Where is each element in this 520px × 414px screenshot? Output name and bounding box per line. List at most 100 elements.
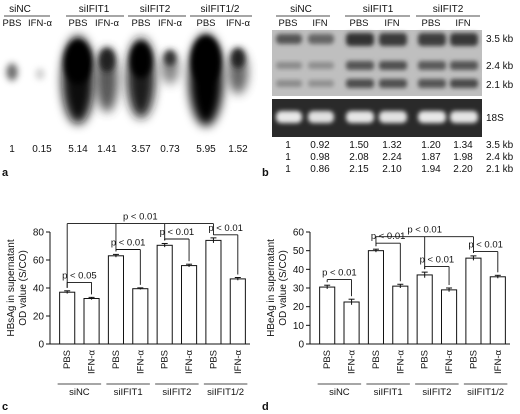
quant-value: 0.15 xyxy=(32,144,52,155)
significance-label: p < 0.01 xyxy=(407,225,442,236)
panel-a-quant-values: 1 0.15 5.14 1.41 3.57 0.73 5.95 1.52 xyxy=(9,144,248,155)
lane-label: PBS xyxy=(349,18,368,29)
x-tick-label: IFN-α xyxy=(444,350,455,374)
quant-value: 1.20 xyxy=(421,140,441,151)
group-label-siifit12: siIFIT1/2 xyxy=(201,4,240,15)
bar xyxy=(205,239,222,345)
x-tick-label: IFN-α xyxy=(87,350,98,374)
quant-value: 1.41 xyxy=(97,144,117,155)
bar xyxy=(83,298,100,345)
x-tick-label: PBS xyxy=(160,350,171,369)
quant-value: 3.57 xyxy=(131,144,151,155)
panel-b-group-labels: siNC siIFIT1 siIFIT2 xyxy=(276,4,480,17)
quant-value: 5.95 xyxy=(196,144,216,155)
x-tick-label: IFN-α xyxy=(395,350,406,374)
quant-value: 0.73 xyxy=(160,144,180,155)
bar xyxy=(229,278,246,345)
x-tick-label: PBS xyxy=(62,350,73,369)
quant-value: 1.52 xyxy=(228,144,248,155)
y-tick-label: 60 xyxy=(33,256,45,267)
y-tick-label: 30 xyxy=(293,284,305,295)
x-tick-label: PBS xyxy=(322,350,333,369)
quant-unit: 2.1 kb xyxy=(486,164,514,175)
lane-label: PBS xyxy=(131,18,150,29)
y-tick-label: 0 xyxy=(298,340,304,351)
quant-value: 2.10 xyxy=(382,164,402,175)
y-tick-label: 80 xyxy=(33,228,45,239)
significance-label: p < 0.01 xyxy=(208,223,243,234)
y-axis-title: OD value (S/CO) xyxy=(18,250,29,326)
lane-label: PBS xyxy=(196,18,215,29)
group-label-sinc: siNC xyxy=(290,4,312,15)
quant-value: 2.15 xyxy=(349,164,369,175)
group-label-siifit2: siIFIT2 xyxy=(140,4,171,15)
lane-label: PBS xyxy=(421,18,440,29)
quant-value: 2.20 xyxy=(453,164,473,175)
quant-value: 1 xyxy=(9,144,15,155)
chart-panel-c: 0 20 40 60 80 HBsAg in supernatant OD value (S… xyxy=(6,212,250,398)
bar xyxy=(181,265,198,345)
y-tick-label: 40 xyxy=(293,265,305,276)
group-label-siifit1: siIFIT1 xyxy=(79,4,110,15)
y-axis-title: HBsAg in supernatant xyxy=(6,239,17,337)
panel-a-group-labels: siNC siIFIT1 siIFIT2 siIFIT1/2 xyxy=(4,4,252,17)
significance-label: p < 0.01 xyxy=(160,227,195,238)
y-tick-label: 20 xyxy=(33,312,45,323)
x-tick-label: PBS xyxy=(208,350,219,369)
panel-b: siNC siIFIT1 siIFIT2 PBS IFN PBS IFN PBS… xyxy=(262,4,514,179)
y-tick-label: 0 xyxy=(38,340,44,351)
group-label: siIFIT2 xyxy=(422,387,451,398)
x-tick-label: IFN-α xyxy=(493,350,504,374)
lane-label: IFN-α xyxy=(28,18,52,29)
x-tick-label: IFN-α xyxy=(233,350,244,374)
panel-a: siNC siIFIT1 siIFIT2 siIFIT1/2 PBS IFN-α… xyxy=(0,4,258,179)
lane-label: IFN xyxy=(384,18,399,29)
quant-value: 1.94 xyxy=(421,164,441,175)
significance-label: p < 0.01 xyxy=(322,268,357,279)
y-axis-title: OD value (S/CO) xyxy=(278,250,289,326)
group-label-siifit1: siIFIT1 xyxy=(363,4,394,15)
x-tick-label: PBS xyxy=(420,350,431,369)
quant-value: 1 xyxy=(285,164,291,175)
panel-b-quant-table: 1 0.92 1.50 1.32 1.20 1.34 3.5 kb 1 0.98… xyxy=(285,140,513,175)
lane-label: IFN-α xyxy=(226,18,250,29)
quant-value: 1.50 xyxy=(349,140,369,151)
bar xyxy=(465,257,482,345)
group-label-sinc: siNC xyxy=(9,4,31,15)
group-label: siNC xyxy=(329,387,350,398)
lane-label: IFN-α xyxy=(158,18,182,29)
lane-label: PBS xyxy=(278,18,297,29)
bar xyxy=(367,250,384,345)
loading-label-18s: 18S xyxy=(486,113,504,124)
quant-value: 1.32 xyxy=(382,140,402,151)
quant-value: 1.34 xyxy=(453,140,473,151)
quant-value: 1 xyxy=(285,140,291,151)
band-label-2-1kb: 2.1 kb xyxy=(486,80,514,91)
group-label: siIFIT1 xyxy=(374,387,403,398)
panel-b-18s-image xyxy=(272,99,482,137)
quant-unit: 3.5 kb xyxy=(486,140,514,151)
significance-label: p < 0.05 xyxy=(62,270,97,281)
panel-b-lane-labels: PBS IFN PBS IFN PBS IFN xyxy=(278,18,470,29)
quant-value: 1.87 xyxy=(421,152,441,163)
lane-label: PBS xyxy=(68,18,87,29)
quant-value: 0.86 xyxy=(310,164,330,175)
group-label-siifit2: siIFIT2 xyxy=(433,4,464,15)
y-tick-label: 60 xyxy=(293,228,305,239)
lane-label: IFN xyxy=(312,18,327,29)
panel-a-blot-image xyxy=(0,30,258,138)
band-label-3-5kb: 3.5 kb xyxy=(486,34,514,45)
significance-label: p < 0.01 xyxy=(468,240,503,251)
quant-value: 1 xyxy=(285,152,291,163)
quant-unit: 2.4 kb xyxy=(486,152,514,163)
quant-value: 1.98 xyxy=(453,152,473,163)
chart-panel-d: 0 10 20 30 40 50 60 HBeAg in supernatant OD valu… xyxy=(266,225,510,398)
panel-label-a: a xyxy=(2,167,9,179)
y-tick-label: 20 xyxy=(293,302,305,313)
quant-value: 0.92 xyxy=(310,140,330,151)
bar xyxy=(392,285,409,345)
group-label: siIFIT1/2 xyxy=(207,387,244,398)
group-label: siIFIT1/2 xyxy=(467,387,504,398)
lane-label: IFN-α xyxy=(95,18,119,29)
